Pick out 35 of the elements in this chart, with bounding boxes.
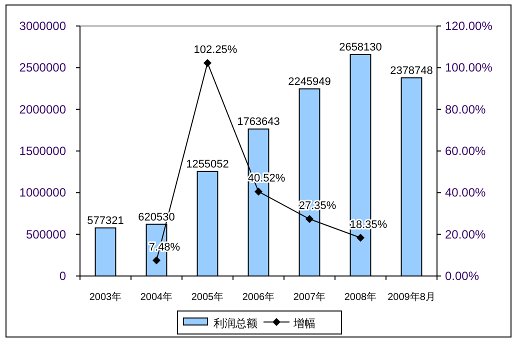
y2-tick-label: 0.00%	[445, 269, 480, 283]
data-label: 1255052	[186, 158, 229, 170]
data-label: 102.25%	[194, 44, 238, 56]
y-tick-label: 1000000	[19, 186, 66, 200]
legend-label: 增幅	[292, 318, 316, 330]
x-tick-label: 2005年	[191, 291, 224, 303]
x-tick-label: 2006年	[242, 291, 275, 303]
point	[204, 58, 212, 67]
point	[254, 188, 262, 196]
data-label: 2378748	[390, 64, 433, 77]
y2-tick-label: 80.00%	[445, 102, 486, 116]
data-label: 1763643	[237, 116, 280, 128]
x-tick-label: 2004年	[140, 291, 173, 303]
x-tick-label: 2003年	[89, 291, 122, 303]
x-tick-label: 2007年	[293, 291, 326, 303]
data-label: 577321	[87, 214, 124, 227]
y-tick-label: 500000	[26, 227, 66, 242]
y2-tick-label: 120.00%	[445, 19, 493, 33]
y-tick-label: 2000000	[19, 102, 66, 116]
y-tick-label: 0	[59, 269, 66, 283]
y-tick-label: 2500000	[19, 60, 66, 75]
x-tick-label: 2008年	[344, 291, 377, 303]
data-label: 2245949	[288, 76, 331, 88]
point	[152, 256, 160, 264]
y-tick-label: 1500000	[19, 144, 66, 158]
legend-label: 利润总额	[214, 317, 258, 330]
data-label: 2658130	[339, 41, 382, 54]
point	[306, 215, 314, 224]
y2-tick-label: 100.00%	[445, 60, 493, 75]
y2-tick-label: 60.00%	[445, 144, 486, 158]
y2-tick-label: 20.00%	[445, 227, 486, 242]
y2-tick-label: 40.00%	[445, 186, 486, 200]
point	[356, 234, 364, 242]
y-tick-label: 3000000	[19, 19, 66, 33]
x-tick-label: 2009年8月	[388, 291, 436, 303]
